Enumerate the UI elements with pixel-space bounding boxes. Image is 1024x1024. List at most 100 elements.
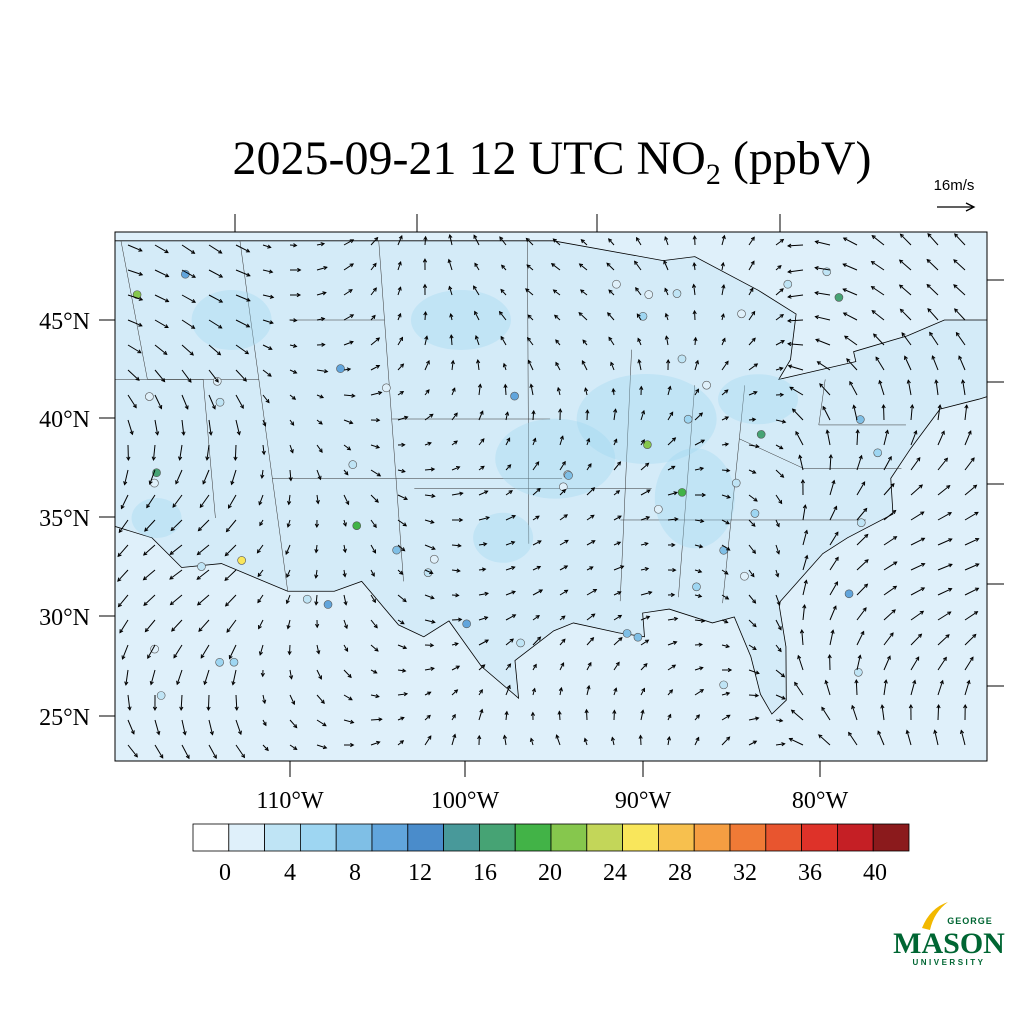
station (156, 691, 166, 700)
wind-head (975, 537, 980, 542)
station (654, 504, 663, 514)
wind-vector (397, 390, 405, 396)
wind-vector (694, 359, 700, 371)
wind-vector (613, 408, 618, 421)
wind-vector (343, 340, 354, 346)
wind-vector (667, 616, 679, 622)
wind-head (474, 262, 479, 267)
wind-head (616, 541, 622, 546)
wind-head (699, 689, 705, 693)
wind-vector (289, 419, 295, 426)
wind-shaft (528, 360, 534, 371)
wind-shaft (478, 543, 487, 546)
wind-head (208, 431, 213, 436)
wind-head (775, 523, 780, 528)
wind-vector (828, 453, 833, 471)
wind-vector (424, 643, 435, 648)
wind-shaft (262, 394, 270, 403)
wind-head (834, 556, 839, 561)
colorbar-box (443, 823, 480, 852)
wind-shaft (815, 316, 831, 321)
wind-shaft (900, 233, 912, 246)
wind-head (871, 310, 876, 315)
wind-vector (606, 262, 615, 271)
station (352, 521, 362, 530)
wind-vector (786, 318, 804, 323)
wind-head (480, 465, 485, 470)
wind-head (940, 430, 945, 435)
wind-head (725, 643, 731, 649)
wind-head (646, 489, 651, 494)
wind-shaft (910, 587, 925, 596)
wind-vector (525, 288, 534, 296)
wind-shaft (208, 719, 214, 735)
wind-head (256, 549, 261, 554)
lat-label: 45°N (39, 309, 90, 335)
wind-vector (119, 619, 129, 634)
wind-shaft (208, 269, 223, 278)
wind-head (346, 446, 352, 451)
wind-shaft (424, 594, 434, 599)
station (215, 397, 225, 407)
wind-vector (559, 662, 565, 671)
wind-vector (397, 442, 406, 447)
wind-vector (476, 359, 481, 371)
wind-head (527, 359, 532, 364)
wind-shaft (640, 616, 650, 621)
wind-vector (127, 294, 144, 301)
wind-shaft (225, 594, 237, 607)
wind-shaft (224, 569, 237, 581)
wind-shaft (370, 718, 382, 721)
wind-vector (799, 629, 805, 646)
wind-head (240, 404, 244, 410)
wind-head (858, 454, 863, 460)
wind-vector (181, 294, 197, 303)
wind-vector (196, 569, 210, 580)
wind-vector (181, 269, 197, 278)
wind-head (169, 601, 175, 606)
wind-vector (478, 516, 491, 521)
wind-vector (775, 288, 784, 296)
wind-head (791, 408, 797, 413)
wind-shaft (871, 235, 885, 246)
wind-shaft (953, 259, 966, 271)
wind-vector (143, 594, 156, 606)
wind-head (511, 590, 516, 595)
wind-head (778, 499, 783, 505)
wind-head (589, 566, 594, 571)
wind-head (200, 654, 205, 659)
wind-vector (815, 338, 831, 346)
state-line (739, 438, 902, 469)
wind-shaft (235, 294, 251, 302)
wind-vector (343, 314, 355, 321)
wind-shaft (748, 717, 759, 721)
wind-shaft (799, 455, 804, 471)
wind-vector (908, 703, 914, 721)
wind-head (123, 481, 128, 486)
wind-shaft (665, 313, 669, 321)
wind-head (537, 636, 542, 641)
wind-head (726, 494, 731, 499)
wind-head (726, 468, 731, 473)
wind-head (724, 442, 730, 447)
wind-head (118, 528, 123, 534)
wind-head (289, 449, 294, 454)
wind-head (230, 480, 235, 486)
wind-shaft (343, 263, 354, 271)
wind-vector (775, 569, 780, 578)
logo-top: GEORGE (947, 916, 993, 926)
wind-shaft (125, 669, 129, 685)
wind-head (397, 312, 402, 318)
wind-head (909, 404, 915, 409)
concentration-area (495, 418, 616, 499)
wind-head (777, 626, 782, 631)
wind-head (776, 601, 781, 606)
wind-vector (315, 619, 320, 629)
wind-head (663, 259, 668, 265)
wind-vector (196, 594, 210, 606)
wind-shaft (500, 289, 507, 296)
wind-head (347, 673, 352, 679)
wind-shaft (748, 594, 756, 604)
wind-shaft (797, 655, 804, 671)
wind-vector (451, 642, 459, 647)
